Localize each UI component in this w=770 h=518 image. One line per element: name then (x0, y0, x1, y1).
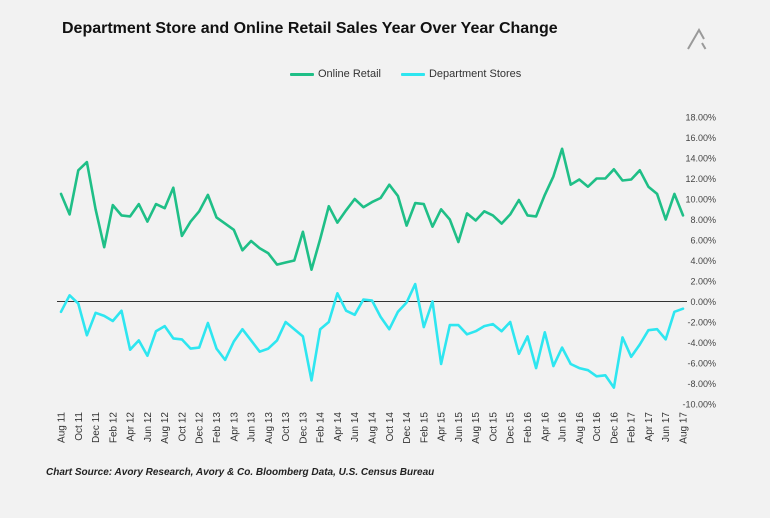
y-tick-label: 16.00% (685, 133, 716, 143)
x-tick-label: Aug 17 (679, 412, 690, 444)
x-tick-label: Apr 15 (437, 412, 448, 442)
x-tick-label: Oct 12 (177, 412, 188, 442)
y-tick-label: 14.00% (685, 154, 716, 164)
legend-label-department-stores: Department Stores (428, 68, 522, 80)
x-tick-label: Oct 11 (74, 412, 85, 441)
x-tick-label: Oct 15 (488, 412, 499, 442)
y-tick-label: 18.00% (685, 113, 716, 123)
x-tick-label: Dec 14 (402, 412, 413, 444)
x-tick-label: Dec 16 (609, 412, 620, 444)
y-tick-label: 12.00% (685, 174, 716, 184)
legend-swatch-department-stores (400, 72, 425, 76)
x-tick-label: Feb 13 (212, 412, 223, 444)
y-tick-label: -2.00% (687, 318, 716, 328)
x-tick-label: Feb 14 (316, 412, 327, 444)
series-line-department-stores (59, 282, 685, 389)
x-tick-label: Dec 13 (298, 412, 309, 444)
x-tick-label: Aug 14 (368, 412, 379, 444)
x-tick-label: Aug 15 (471, 412, 482, 444)
x-tick-label: Aug 16 (575, 412, 586, 444)
y-tick-label: -6.00% (687, 359, 716, 369)
y-tick-label: 6.00% (690, 236, 716, 246)
y-tick-label: -4.00% (687, 338, 716, 348)
x-tick-label: Oct 13 (281, 412, 292, 442)
x-tick-label: Jun 17 (661, 412, 672, 442)
x-tick-label: Jun 14 (350, 412, 361, 442)
x-tick-label: Dec 12 (195, 412, 206, 444)
y-tick-label: -8.00% (687, 379, 716, 389)
x-tick-label: Jun 12 (143, 412, 154, 442)
x-tick-label: Oct 16 (592, 412, 603, 442)
x-tick-label: Aug 13 (264, 412, 275, 444)
x-tick-label: Feb 12 (108, 412, 119, 444)
legend-item-online-retail: Online Retail (290, 68, 381, 80)
chart-title: Department Store and Online Retail Sales… (62, 20, 558, 37)
x-tick-label: Jun 13 (247, 412, 258, 442)
x-tick-label: Apr 13 (229, 412, 240, 442)
y-tick-label: 10.00% (685, 195, 716, 205)
x-tick-label: Apr 12 (126, 412, 137, 442)
avory-logo-icon (687, 28, 707, 50)
x-tick-label: Feb 17 (627, 412, 638, 444)
legend: Online Retail Department Stores (290, 68, 541, 80)
y-tick-label: 2.00% (690, 277, 716, 287)
x-tick-label: Aug 12 (160, 412, 171, 444)
x-tick-label: Dec 11 (91, 412, 102, 443)
x-tick-label: Oct 14 (385, 412, 396, 442)
x-tick-label: Aug 11 (57, 412, 68, 443)
y-tick-label: 0.00% (690, 297, 716, 307)
y-tick-label: 8.00% (690, 215, 716, 225)
legend-item-department-stores: Department Stores (400, 68, 522, 80)
x-tick-label: Jun 15 (454, 412, 465, 442)
x-tick-label: Feb 16 (523, 412, 534, 444)
y-tick-label: -10.00% (682, 400, 716, 410)
x-tick-label: Dec 15 (506, 412, 517, 444)
legend-label-online-retail: Online Retail (318, 68, 381, 80)
x-tick-label: Apr 14 (333, 412, 344, 442)
x-tick-label: Apr 16 (540, 412, 551, 442)
x-tick-label: Apr 17 (644, 412, 655, 442)
legend-swatch-online-retail (290, 72, 314, 76)
chart-source: Chart Source: Avory Research, Avory & Co… (46, 467, 435, 478)
series-line-online-retail (59, 147, 685, 272)
x-tick-label: Feb 15 (419, 412, 430, 444)
x-tick-label: Jun 16 (558, 412, 569, 442)
y-tick-label: 4.00% (690, 256, 716, 266)
